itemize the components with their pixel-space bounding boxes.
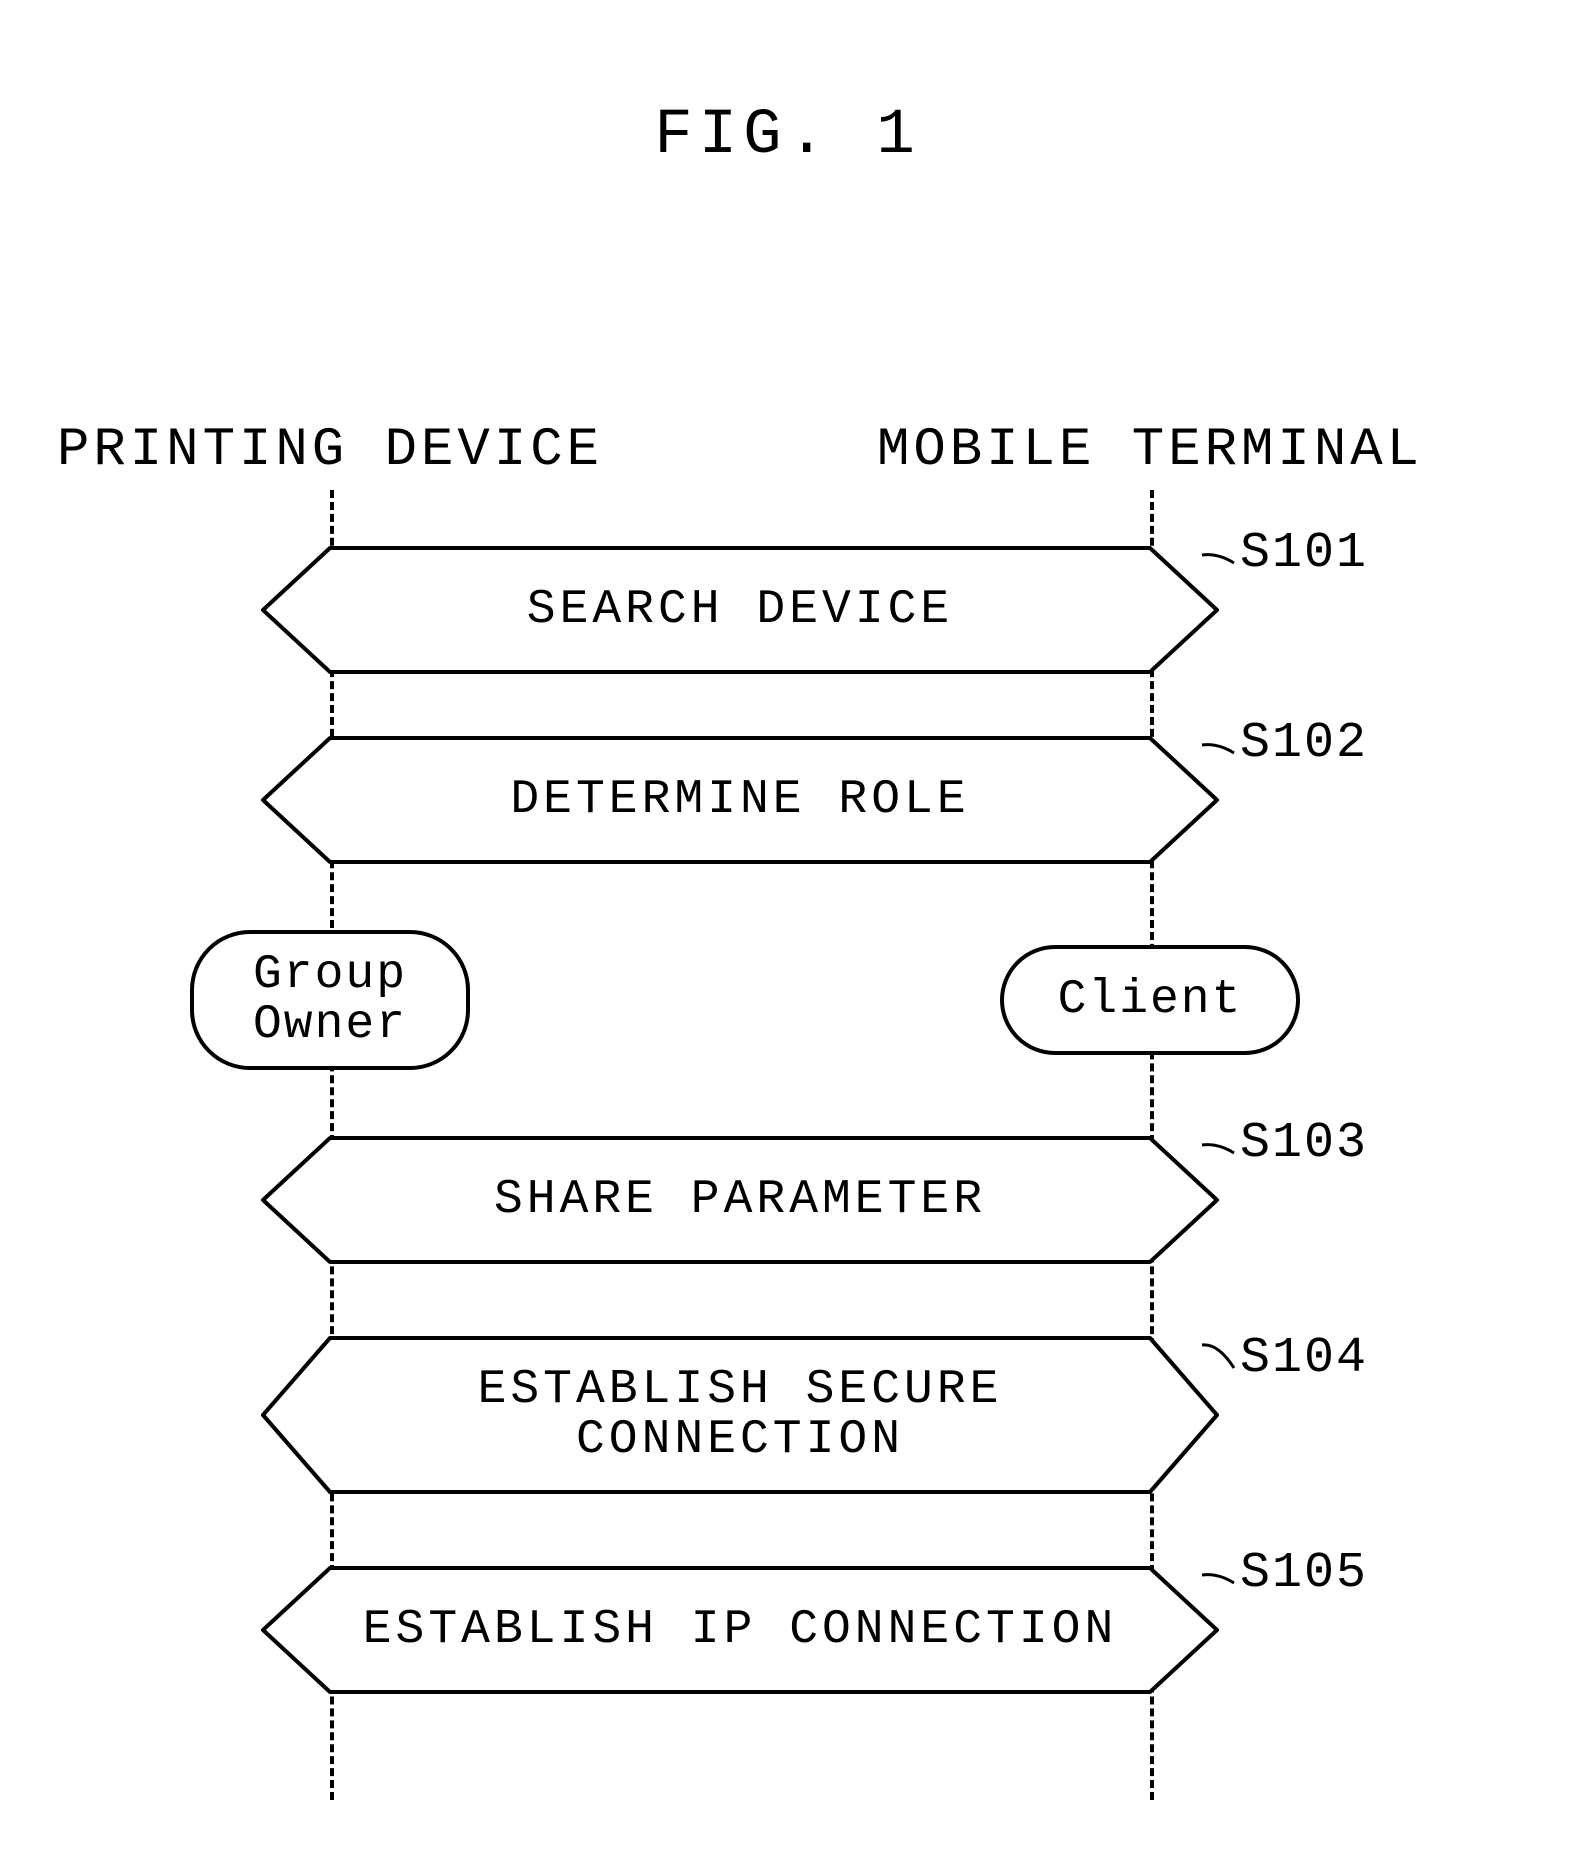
step-id-leader xyxy=(1198,1141,1238,1157)
participant-right-label: MOBILE TERMINAL xyxy=(877,420,1423,481)
step-id: S103 xyxy=(1240,1115,1368,1172)
step-id-leader xyxy=(1198,1571,1238,1587)
role-left: Group Owner xyxy=(190,930,470,1070)
step-id-leader xyxy=(1198,551,1238,567)
step-id-leader xyxy=(1198,1341,1238,1372)
step-s101: SEARCH DEVICE xyxy=(260,545,1220,675)
step-label: SHARE PARAMETER xyxy=(260,1135,1220,1265)
step-label: ESTABLISH SECURE CONNECTION xyxy=(260,1335,1220,1495)
step-s102: DETERMINE ROLE xyxy=(260,735,1220,865)
step-id: S101 xyxy=(1240,525,1368,582)
step-id-leader xyxy=(1198,741,1238,757)
role-right: Client xyxy=(1000,945,1300,1055)
step-s104: ESTABLISH SECURE CONNECTION xyxy=(260,1335,1220,1495)
step-label: ESTABLISH IP CONNECTION xyxy=(260,1565,1220,1695)
step-id: S104 xyxy=(1240,1330,1368,1387)
step-s103: SHARE PARAMETER xyxy=(260,1135,1220,1265)
step-id: S105 xyxy=(1240,1545,1368,1602)
step-label: SEARCH DEVICE xyxy=(260,545,1220,675)
step-id: S102 xyxy=(1240,715,1368,772)
step-s105: ESTABLISH IP CONNECTION xyxy=(260,1565,1220,1695)
participant-left-label: PRINTING DEVICE xyxy=(57,420,603,481)
figure-title: FIG. 1 xyxy=(654,100,920,172)
step-label: DETERMINE ROLE xyxy=(260,735,1220,865)
